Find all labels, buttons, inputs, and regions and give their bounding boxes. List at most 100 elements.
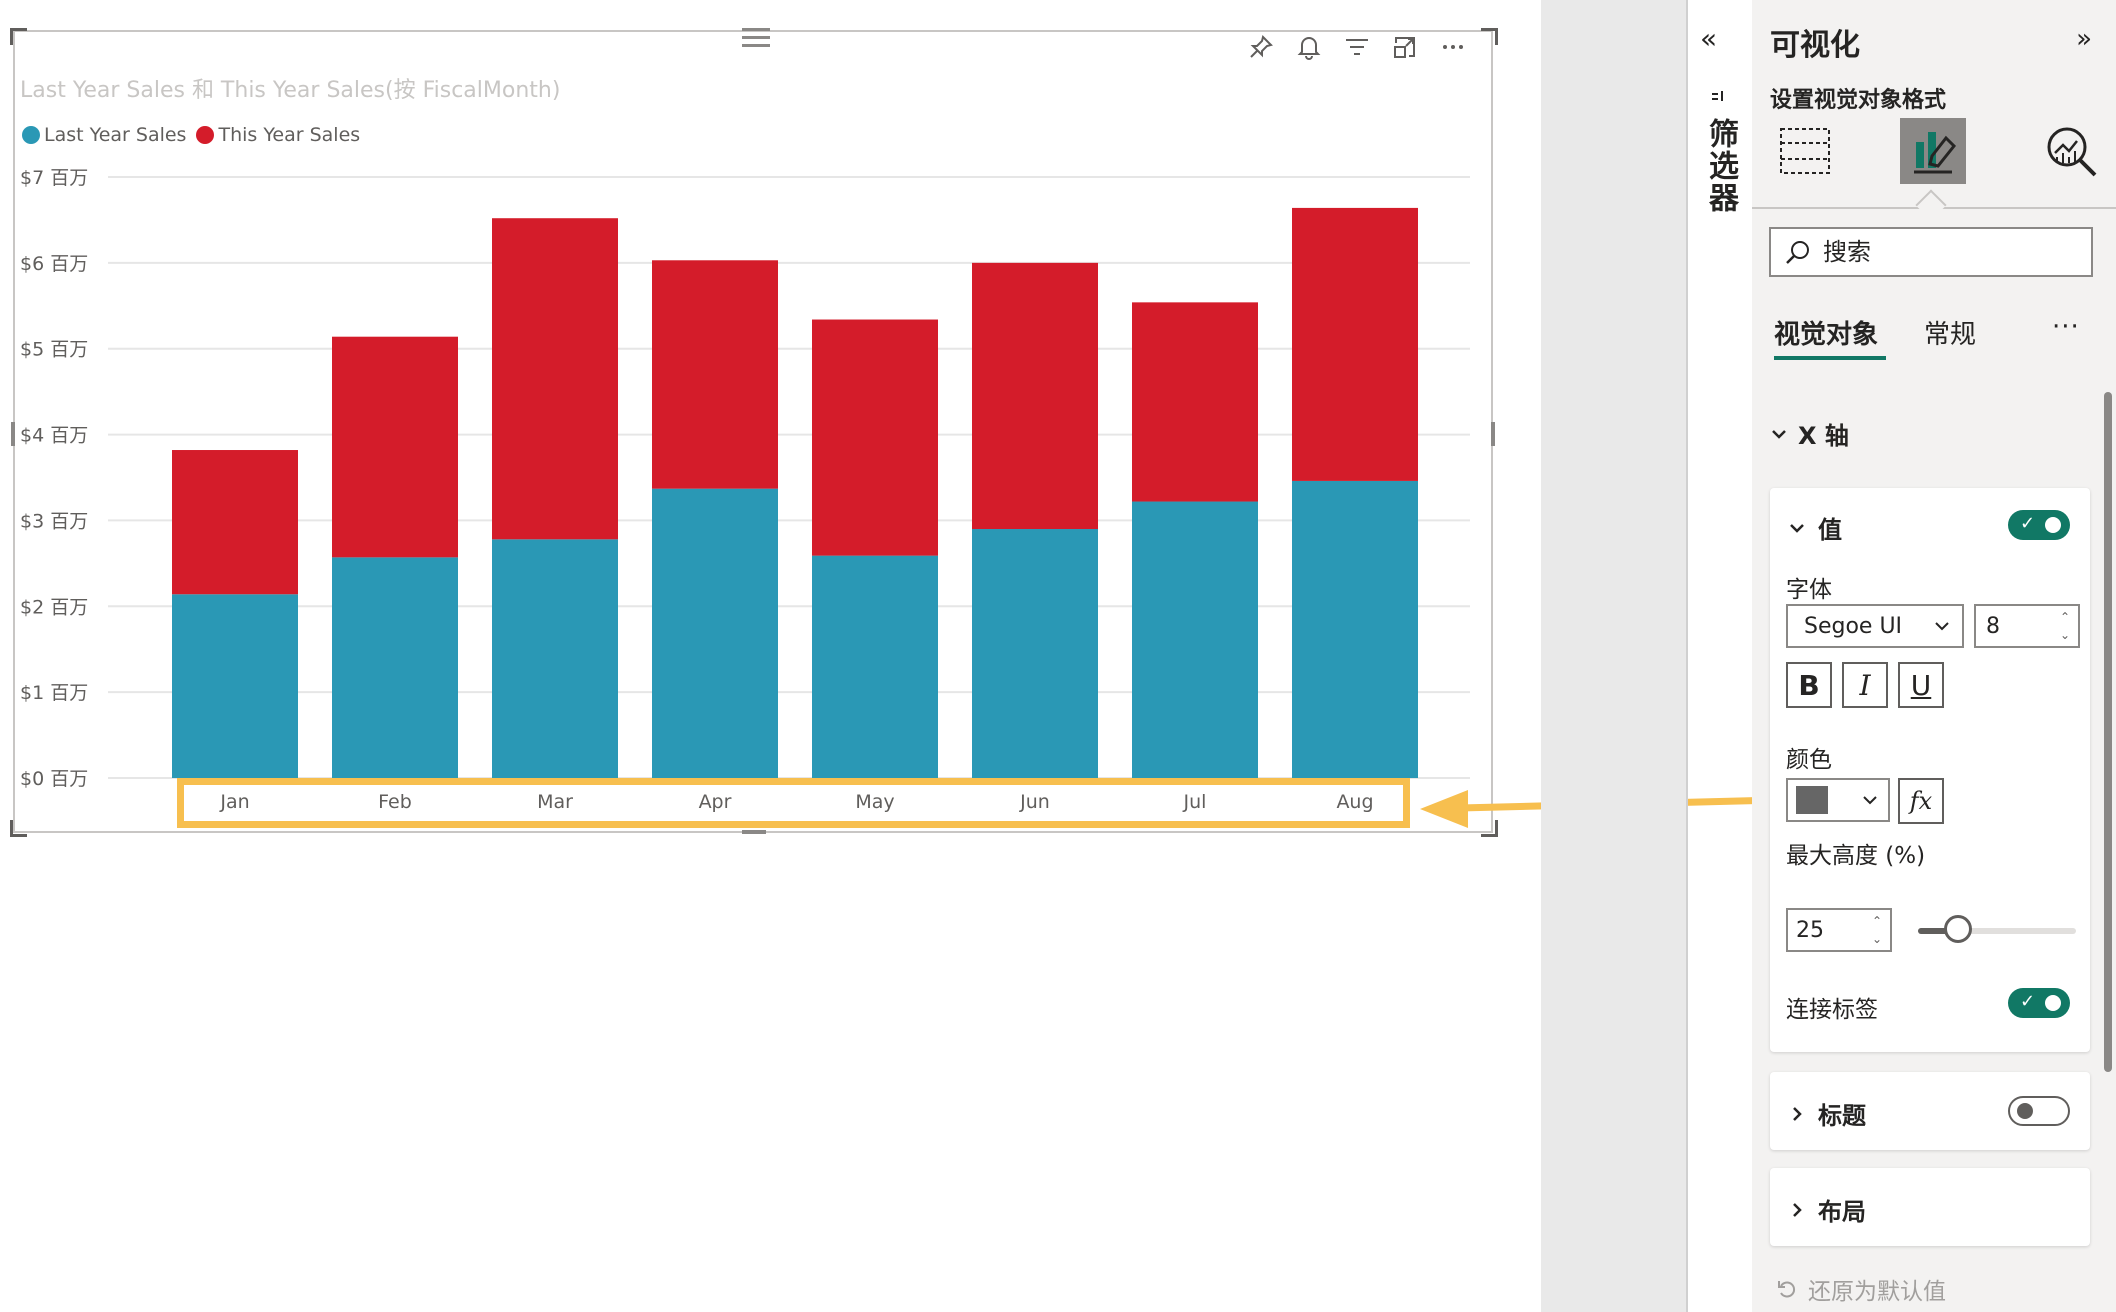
focus-mode-icon[interactable] — [1392, 34, 1418, 60]
x-tick-label: Jan — [219, 791, 249, 813]
max-height-input[interactable]: 25 ⌃ ⌄ — [1786, 908, 1892, 952]
resize-handle-left[interactable] — [11, 422, 15, 446]
legend-item-last-year[interactable]: Last Year Sales — [22, 124, 186, 146]
slider-thumb[interactable] — [1943, 915, 1972, 943]
values-toggle[interactable]: ✓ — [2008, 510, 2070, 540]
y-tick-label: $7 百万 — [20, 167, 88, 189]
analytics-tab[interactable] — [2038, 118, 2104, 184]
toggle-knob — [2045, 995, 2061, 1011]
pane-title: 可视化 — [1770, 28, 1860, 63]
pane-scrollbar[interactable] — [2104, 392, 2112, 1072]
resize-handle-right[interactable] — [1491, 422, 1495, 446]
bar-last-year-jun[interactable] — [972, 529, 1098, 778]
bar-this-year-feb[interactable] — [332, 336, 458, 558]
search-box[interactable] — [1769, 227, 2093, 277]
y-tick-label: $6 百万 — [20, 253, 88, 275]
bar-this-year-apr[interactable] — [652, 260, 778, 489]
bar-this-year-mar[interactable] — [492, 218, 618, 540]
y-tick-label: $1 百万 — [20, 682, 88, 704]
chevron-down-icon — [1772, 429, 1786, 439]
x-axis-section-header[interactable]: X 轴 — [1770, 416, 1849, 451]
resize-handle-top[interactable] — [742, 36, 770, 39]
x-tick-label: Aug — [1336, 791, 1373, 813]
bar-last-year-may[interactable] — [812, 555, 938, 778]
bar-last-year-aug[interactable] — [1292, 480, 1418, 778]
title-card-label: 标题 — [1818, 1102, 1866, 1130]
color-picker-dropdown[interactable] — [1786, 778, 1890, 822]
bar-last-year-apr[interactable] — [652, 488, 778, 778]
bar-last-year-feb[interactable] — [332, 557, 458, 778]
pin-icon[interactable] — [1248, 34, 1274, 60]
legend-label: Last Year Sales — [44, 124, 187, 146]
bar-last-year-jul[interactable] — [1132, 501, 1258, 778]
chevron-right-icon — [1793, 1106, 1802, 1121]
toggle-knob — [2045, 517, 2061, 533]
font-family-dropdown[interactable]: Segoe UI — [1786, 604, 1964, 648]
title-toggle[interactable] — [2008, 1096, 2070, 1126]
resize-handle-bottom[interactable] — [742, 830, 766, 834]
toggle-knob — [2017, 1103, 2033, 1119]
filters-pane-collapsed[interactable] — [1541, 0, 1687, 1312]
resize-corner-top-left[interactable] — [10, 28, 27, 45]
legend-label: This Year Sales — [218, 124, 361, 146]
y-tick-label: $3 百万 — [20, 510, 88, 532]
filters-expand-icon[interactable]: « — [1700, 22, 1718, 55]
chart-plot-area: $0 百万 $1 百万 $2 百万 $3 百万 $4 百万 $5 百万 $6 百万 $7 百万… — [20, 167, 1470, 813]
bar-this-year-jan[interactable] — [172, 450, 298, 595]
format-visual-tab[interactable] — [1900, 118, 1966, 184]
pane-collapse-icon[interactable]: » — [2076, 24, 2092, 54]
chevron-down-icon — [1790, 523, 1804, 533]
build-visual-tab[interactable] — [1772, 118, 1838, 184]
title-card-header[interactable]: 标题 — [1788, 1096, 1866, 1131]
slider-fill — [1918, 928, 1958, 934]
subtab-visual[interactable]: 视觉对象 — [1774, 320, 1879, 350]
legend-swatch — [196, 126, 215, 144]
values-card-header[interactable]: 值 — [1788, 510, 1842, 545]
bar-this-year-aug[interactable] — [1292, 207, 1418, 481]
max-height-label: 最大高度 (%) — [1786, 843, 1926, 869]
conditional-format-fx-button[interactable]: fx — [1898, 778, 1944, 824]
revert-to-default-button[interactable]: 还原为默认值 — [1776, 1272, 1946, 1306]
bar-last-year-jan[interactable] — [172, 594, 298, 778]
bar-last-year-mar[interactable] — [492, 539, 618, 778]
bar-this-year-jul[interactable] — [1132, 302, 1258, 502]
bold-button[interactable]: B — [1786, 662, 1832, 708]
x-tick-label: Jun — [1019, 791, 1050, 813]
check-icon: ✓ — [2020, 991, 2036, 1012]
x-tick-label: Apr — [699, 791, 732, 813]
resize-corner-bottom-left[interactable] — [10, 820, 27, 837]
more-options-icon[interactable] — [1440, 34, 1466, 60]
stepper-arrows-icon[interactable]: ⌃ ⌄ — [1871, 914, 1882, 946]
resize-corner-top-right[interactable] — [1481, 28, 1498, 45]
chart-legend: Last Year Sales This Year Sales — [22, 124, 360, 146]
subtab-general[interactable]: 常规 — [1924, 320, 1977, 350]
bell-icon[interactable] — [1296, 34, 1322, 60]
format-paintbrush-icon — [1914, 132, 1957, 174]
filter-icon[interactable] — [1344, 34, 1370, 60]
x-tick-label: Mar — [537, 791, 573, 813]
resize-handle-top[interactable] — [742, 28, 770, 31]
max-height-slider-track[interactable] — [1918, 915, 2076, 943]
report-canvas: Last Year Sales 和 This Year Sales(按 Fisc… — [10, 28, 1779, 837]
bar-this-year-may[interactable] — [812, 319, 938, 556]
font-size-stepper[interactable]: 8 ⌃ ⌄ — [1974, 604, 2080, 648]
x-axis-section-label: X 轴 — [1798, 422, 1849, 450]
layout-card-header[interactable]: 布局 — [1788, 1192, 1866, 1227]
concatenate-labels-toggle[interactable]: ✓ — [2008, 988, 2070, 1018]
bar-this-year-jun[interactable] — [972, 262, 1098, 530]
filters-label[interactable]: 筛选器 — [1703, 118, 1738, 214]
font-size-value: 8 — [1986, 613, 2000, 639]
pane-subtitle: 设置视觉对象格式 — [1770, 88, 1947, 113]
title-card: 标题 — [1770, 1072, 2090, 1150]
legend-item-this-year[interactable]: This Year Sales — [196, 124, 360, 146]
italic-button[interactable]: I — [1842, 662, 1888, 708]
search-input[interactable] — [1821, 237, 2065, 267]
underline-button[interactable]: U — [1898, 662, 1944, 708]
stepper-arrows-icon[interactable]: ⌃ ⌄ — [2059, 610, 2070, 642]
filter-small-icon — [1708, 86, 1728, 110]
chevron-down-icon — [1935, 622, 1949, 631]
subtab-more-options[interactable]: ··· — [2052, 312, 2080, 342]
resize-corner-bottom-right[interactable] — [1481, 820, 1498, 837]
font-label: 字体 — [1786, 577, 1832, 603]
resize-handle-top[interactable] — [742, 44, 770, 47]
